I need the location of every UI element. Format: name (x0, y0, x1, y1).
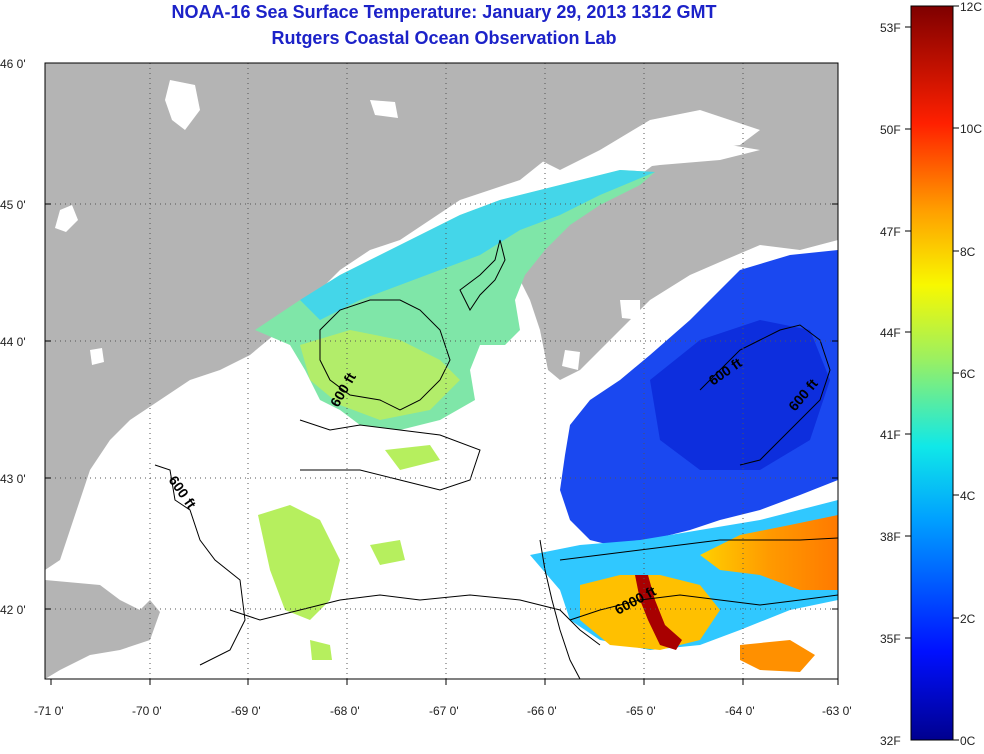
colorbar-c-0: 0C (960, 734, 976, 748)
lon-label-64: -64 0' (725, 704, 755, 718)
lat-label-46: 46 0' (0, 57, 26, 71)
lat-label-44: 44 0' (0, 335, 26, 349)
lon-label-68: -68 0' (330, 704, 360, 718)
sst-yellow-patch (300, 330, 460, 420)
lat-label-42: 42 0' (0, 603, 26, 617)
colorbar-f-53: 53F (880, 21, 901, 35)
lon-label-71: -71 0' (34, 704, 64, 718)
lat-tick-marks (45, 62, 838, 610)
lon-label-66: -66 0' (527, 704, 557, 718)
colorbar-c-6: 6C (960, 367, 976, 381)
colorbar (910, 5, 954, 741)
colorbar-c-4: 4C (960, 489, 976, 503)
lon-label-70: -70 0' (132, 704, 162, 718)
sst-south-warm-patch (740, 640, 815, 672)
lon-tick-marks (50, 679, 839, 685)
map-subtitle: Rutgers Coastal Ocean Observation Lab (271, 28, 617, 48)
colorbar-f-32: 32F (880, 734, 901, 748)
lat-label-43: 43 0' (0, 472, 26, 486)
inland-lakes (55, 80, 760, 370)
land-new-england (45, 63, 545, 570)
colorbar-f-38: 38F (880, 530, 901, 544)
colorbar-f-35: 35F (880, 632, 901, 646)
colorbar-f-44: 44F (880, 326, 901, 340)
colorbar-f-47: 47F (880, 225, 901, 239)
lon-label-69: -69 0' (231, 704, 261, 718)
sst-warmest-filament (635, 575, 682, 650)
colorbar-ticks (905, 5, 959, 741)
lat-label-45: 45 0' (0, 198, 26, 212)
sst-deep-blue-core (650, 320, 830, 470)
map-title: NOAA-16 Sea Surface Temperature: January… (171, 2, 717, 22)
land-cape-cod (45, 580, 160, 679)
colorbar-f-41: 41F (880, 428, 901, 442)
colorbar-c-2: 2C (960, 612, 976, 626)
sst-scattered-patches (258, 445, 440, 660)
sst-gulf-stream-warm (700, 515, 838, 590)
colorbar-c-10: 10C (960, 122, 982, 136)
map-frame (44, 62, 839, 680)
lon-label-67: -67 0' (429, 704, 459, 718)
graticule (45, 63, 838, 679)
colorbar-c-8: 8C (960, 245, 976, 259)
colorbar-f-50: 50F (880, 123, 901, 137)
depth-contours (154, 239, 838, 679)
lon-label-63: -63 0' (822, 704, 852, 718)
lon-label-65: -65 0' (626, 704, 656, 718)
colorbar-c-12: 12C (960, 0, 982, 14)
sst-coastal-cyan (300, 170, 655, 320)
land-canada (520, 63, 838, 380)
